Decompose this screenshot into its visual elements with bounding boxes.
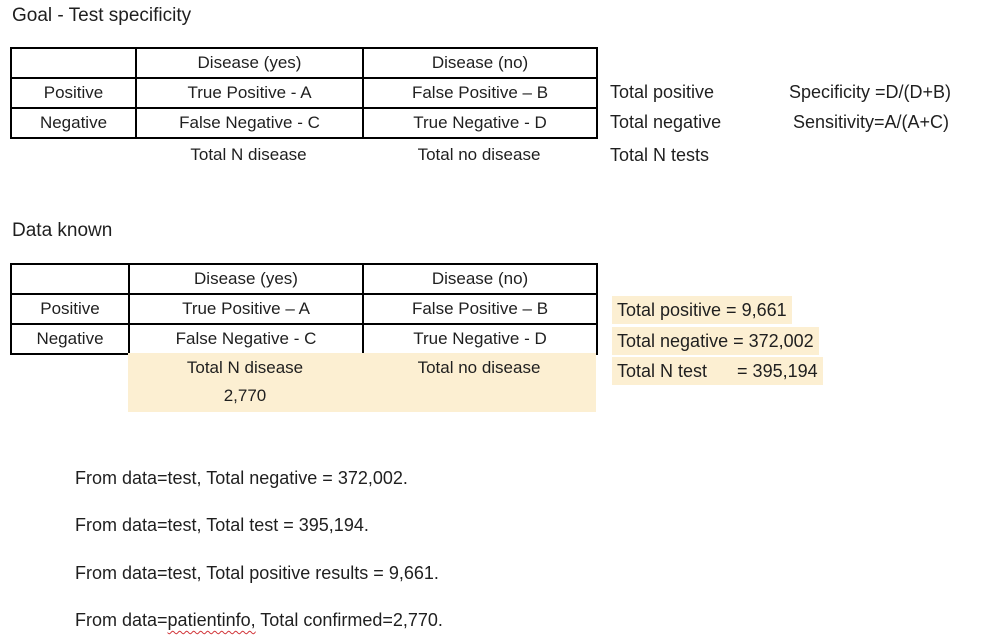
goal-cell-false-negative: False Negative - C	[135, 107, 364, 139]
goal-side-total-n-tests: Total N tests	[610, 145, 710, 165]
goal-table-header-disease-yes: Disease (yes)	[135, 47, 364, 79]
note-line-4-suffix: Total confirmed=2,770.	[255, 610, 443, 630]
goal-footer-total-no-disease: Total no disease	[417, 145, 541, 164]
goal-table-row-positive: Positive True Positive - A False Positiv…	[10, 77, 598, 109]
data-footer-total-n-disease: Total N disease	[186, 358, 304, 377]
note-line-1: From data=test, Total negative = 372,002…	[75, 468, 408, 488]
goal-footer-total-n-disease: Total N disease	[190, 145, 307, 164]
specificity-formula: Specificity =D/(D+B)	[789, 82, 952, 102]
data-footer-row: Total N disease Total no disease	[128, 353, 596, 383]
note-line-2: From data=test, Total test = 395,194.	[75, 515, 369, 535]
sensitivity-formula: Sensitivity=A/(A+C)	[793, 112, 950, 132]
data-table-header-disease-yes: Disease (yes)	[128, 263, 364, 295]
data-cell-true-negative: True Negative - D	[362, 323, 598, 355]
data-cell-false-negative: False Negative - C	[128, 323, 364, 355]
goal-section-title: Goal - Test specificity	[12, 5, 192, 26]
data-table-header-row: Disease (yes) Disease (no)	[10, 263, 598, 295]
goal-cell-false-positive: False Positive – B	[362, 77, 598, 109]
data-footer-disease-count: 2,770	[223, 386, 267, 405]
data-table-header-empty	[10, 263, 130, 295]
goal-cell-true-negative: True Negative - D	[362, 107, 598, 139]
goal-side-total-positive: Total positive	[610, 82, 715, 102]
goal-table-footer-row: Total N disease Total no disease	[135, 140, 596, 170]
misspelled-word: patientinfo,	[167, 610, 256, 630]
data-table-header-disease-no: Disease (no)	[362, 263, 598, 295]
goal-table-header-disease-no: Disease (no)	[362, 47, 598, 79]
data-table-row-negative: Negative False Negative - C True Negativ…	[10, 323, 598, 355]
note-line-3: From data=test, Total positive results =…	[75, 563, 439, 583]
data-side-total-positive: Total positive = 9,661	[612, 296, 792, 324]
data-table-row-positive: Positive True Positive – A False Positiv…	[10, 293, 598, 325]
goal-table-row-negative: Negative False Negative - C True Negativ…	[10, 107, 598, 139]
data-side-total-negative: Total negative = 372,002	[612, 327, 819, 355]
data-table-highlighted-footer: Total N disease Total no disease 2,770	[128, 353, 596, 412]
data-cell-true-positive: True Positive – A	[128, 293, 364, 325]
data-row-label-positive: Positive	[10, 293, 130, 325]
note-line-4-prefix: From data=	[75, 610, 168, 630]
data-row-label-negative: Negative	[10, 323, 130, 355]
goal-table-header-empty	[10, 47, 137, 79]
data-footer-total-no-disease: Total no disease	[417, 358, 541, 377]
goal-table: Disease (yes) Disease (no) Positive True…	[10, 47, 598, 139]
goal-table-header-row: Disease (yes) Disease (no)	[10, 47, 598, 79]
data-side-total-n-test: Total N test = 395,194	[612, 357, 823, 385]
data-cell-false-positive: False Positive – B	[362, 293, 598, 325]
goal-cell-true-positive: True Positive - A	[135, 77, 364, 109]
data-section-title: Data known	[12, 220, 113, 241]
goal-row-label-positive: Positive	[10, 77, 137, 109]
data-table: Disease (yes) Disease (no) Positive True…	[10, 263, 598, 355]
goal-side-total-negative: Total negative	[610, 112, 722, 132]
note-line-4: From data=patientinfo, Total confirmed=2…	[75, 608, 443, 632]
goal-row-label-negative: Negative	[10, 107, 137, 139]
